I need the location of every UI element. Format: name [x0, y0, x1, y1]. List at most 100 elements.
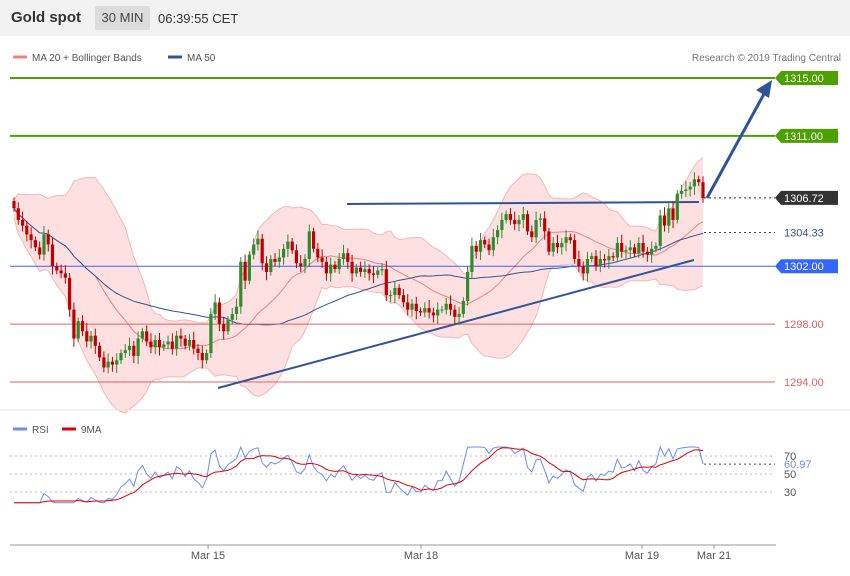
candle-body — [239, 261, 243, 307]
candle-body — [513, 219, 517, 225]
support-trendline — [217, 259, 695, 389]
candle-body — [517, 219, 521, 225]
candle-body — [346, 253, 350, 262]
candle-body — [196, 348, 200, 353]
candle-body — [337, 259, 341, 270]
candle-body — [209, 314, 213, 354]
candle-body — [637, 243, 641, 254]
candle-body — [170, 341, 174, 349]
time-tick-label: Mar 21 — [697, 550, 731, 562]
legend-ma20-label: MA 20 + Bollinger Bands — [32, 53, 142, 64]
candle-body — [286, 241, 290, 249]
candle-body — [341, 253, 346, 259]
candle-body — [453, 309, 457, 317]
candle-body — [264, 263, 269, 272]
level-label-1315.00: 1315.00 — [784, 73, 824, 85]
level-label-1306.72: 1306.72 — [784, 193, 824, 205]
candle-body — [585, 259, 590, 274]
candle-body — [607, 256, 611, 261]
candle-body — [329, 264, 333, 274]
rsi-line — [14, 445, 704, 504]
level-tag-1302.00 — [775, 259, 838, 274]
candle-body — [534, 219, 538, 238]
level-tag-1311.00 — [775, 128, 838, 143]
candle-body — [294, 250, 298, 264]
candle-body — [615, 243, 619, 258]
candle-body — [157, 340, 162, 348]
candle-body — [354, 267, 358, 274]
candle-body — [136, 338, 140, 356]
candle-body — [166, 341, 170, 345]
candle-body — [564, 237, 568, 243]
candle-body — [277, 257, 281, 262]
rsi-ma-legend-label: 9MA — [81, 425, 102, 436]
candle-body — [42, 234, 46, 255]
candle-body — [436, 309, 440, 316]
candle-body — [222, 324, 226, 332]
candle-body — [641, 243, 645, 252]
candle-body — [132, 345, 136, 356]
rsi-tick-70: 70 — [784, 451, 796, 463]
candle-body — [654, 245, 658, 249]
candle-body — [684, 189, 688, 191]
candle-body — [500, 219, 504, 230]
candle-body — [307, 231, 311, 259]
candle-body — [312, 231, 316, 249]
candle-body — [93, 335, 97, 346]
candle-body — [363, 269, 367, 272]
candle-body — [667, 208, 671, 226]
candle-body — [508, 214, 512, 220]
level-label-1298.00: 1298.00 — [784, 319, 824, 331]
candle-body — [448, 303, 453, 310]
chart-legend: MA 20 + Bollinger Bands MA 50 — [13, 53, 216, 64]
candle-body — [611, 256, 615, 258]
price-chart: MA 20 + Bollinger Bands MA 50 Research ©… — [0, 53, 850, 562]
rsi-tick-50: 50 — [784, 469, 796, 481]
candle-body — [140, 331, 144, 339]
legend-ma50-label: MA 50 — [187, 53, 216, 64]
candle-body — [474, 245, 478, 252]
candle-body — [603, 259, 607, 261]
candle-body — [380, 269, 384, 271]
candle-body — [234, 306, 239, 314]
candle-body — [538, 218, 542, 220]
candle-body — [483, 240, 487, 245]
candle-body — [431, 312, 435, 316]
candle-body — [573, 240, 577, 259]
candle-body — [226, 319, 230, 332]
candle-body — [282, 248, 286, 258]
candle-body — [333, 264, 337, 269]
rsi-tick-30: 30 — [784, 487, 796, 499]
timestamp: 06:39:55 CET — [158, 11, 239, 26]
candle-body — [12, 201, 16, 209]
candle-body — [632, 247, 637, 254]
candle-body — [162, 344, 166, 348]
candle-body — [393, 287, 397, 296]
research-credit: Research © 2019 Trading Central — [692, 53, 841, 64]
candle-body — [444, 303, 448, 310]
candle-body — [555, 243, 560, 248]
candle-body — [410, 303, 414, 310]
candle-body — [697, 179, 701, 183]
candle-body — [491, 237, 495, 251]
candle-body — [594, 256, 598, 267]
candle-body — [680, 190, 684, 194]
candle-body — [389, 295, 393, 297]
candle-body — [269, 259, 273, 272]
candle-body — [628, 247, 632, 251]
candle-body — [620, 243, 624, 252]
rsi-legend-label: RSI — [32, 425, 49, 436]
timeframe-button[interactable]: 30 MIN — [95, 6, 150, 30]
projection-arrow — [705, 93, 766, 199]
ma20-line — [13, 208, 704, 350]
candle-body — [149, 341, 153, 348]
candle-body — [658, 215, 662, 246]
candle-body — [496, 230, 500, 238]
candle-body — [153, 340, 157, 348]
candle-body — [63, 273, 67, 278]
candle-body — [568, 237, 572, 241]
candle-body — [692, 179, 696, 187]
candle-body — [256, 238, 260, 245]
projection-arrowhead — [756, 80, 772, 98]
candle-body — [560, 243, 564, 248]
